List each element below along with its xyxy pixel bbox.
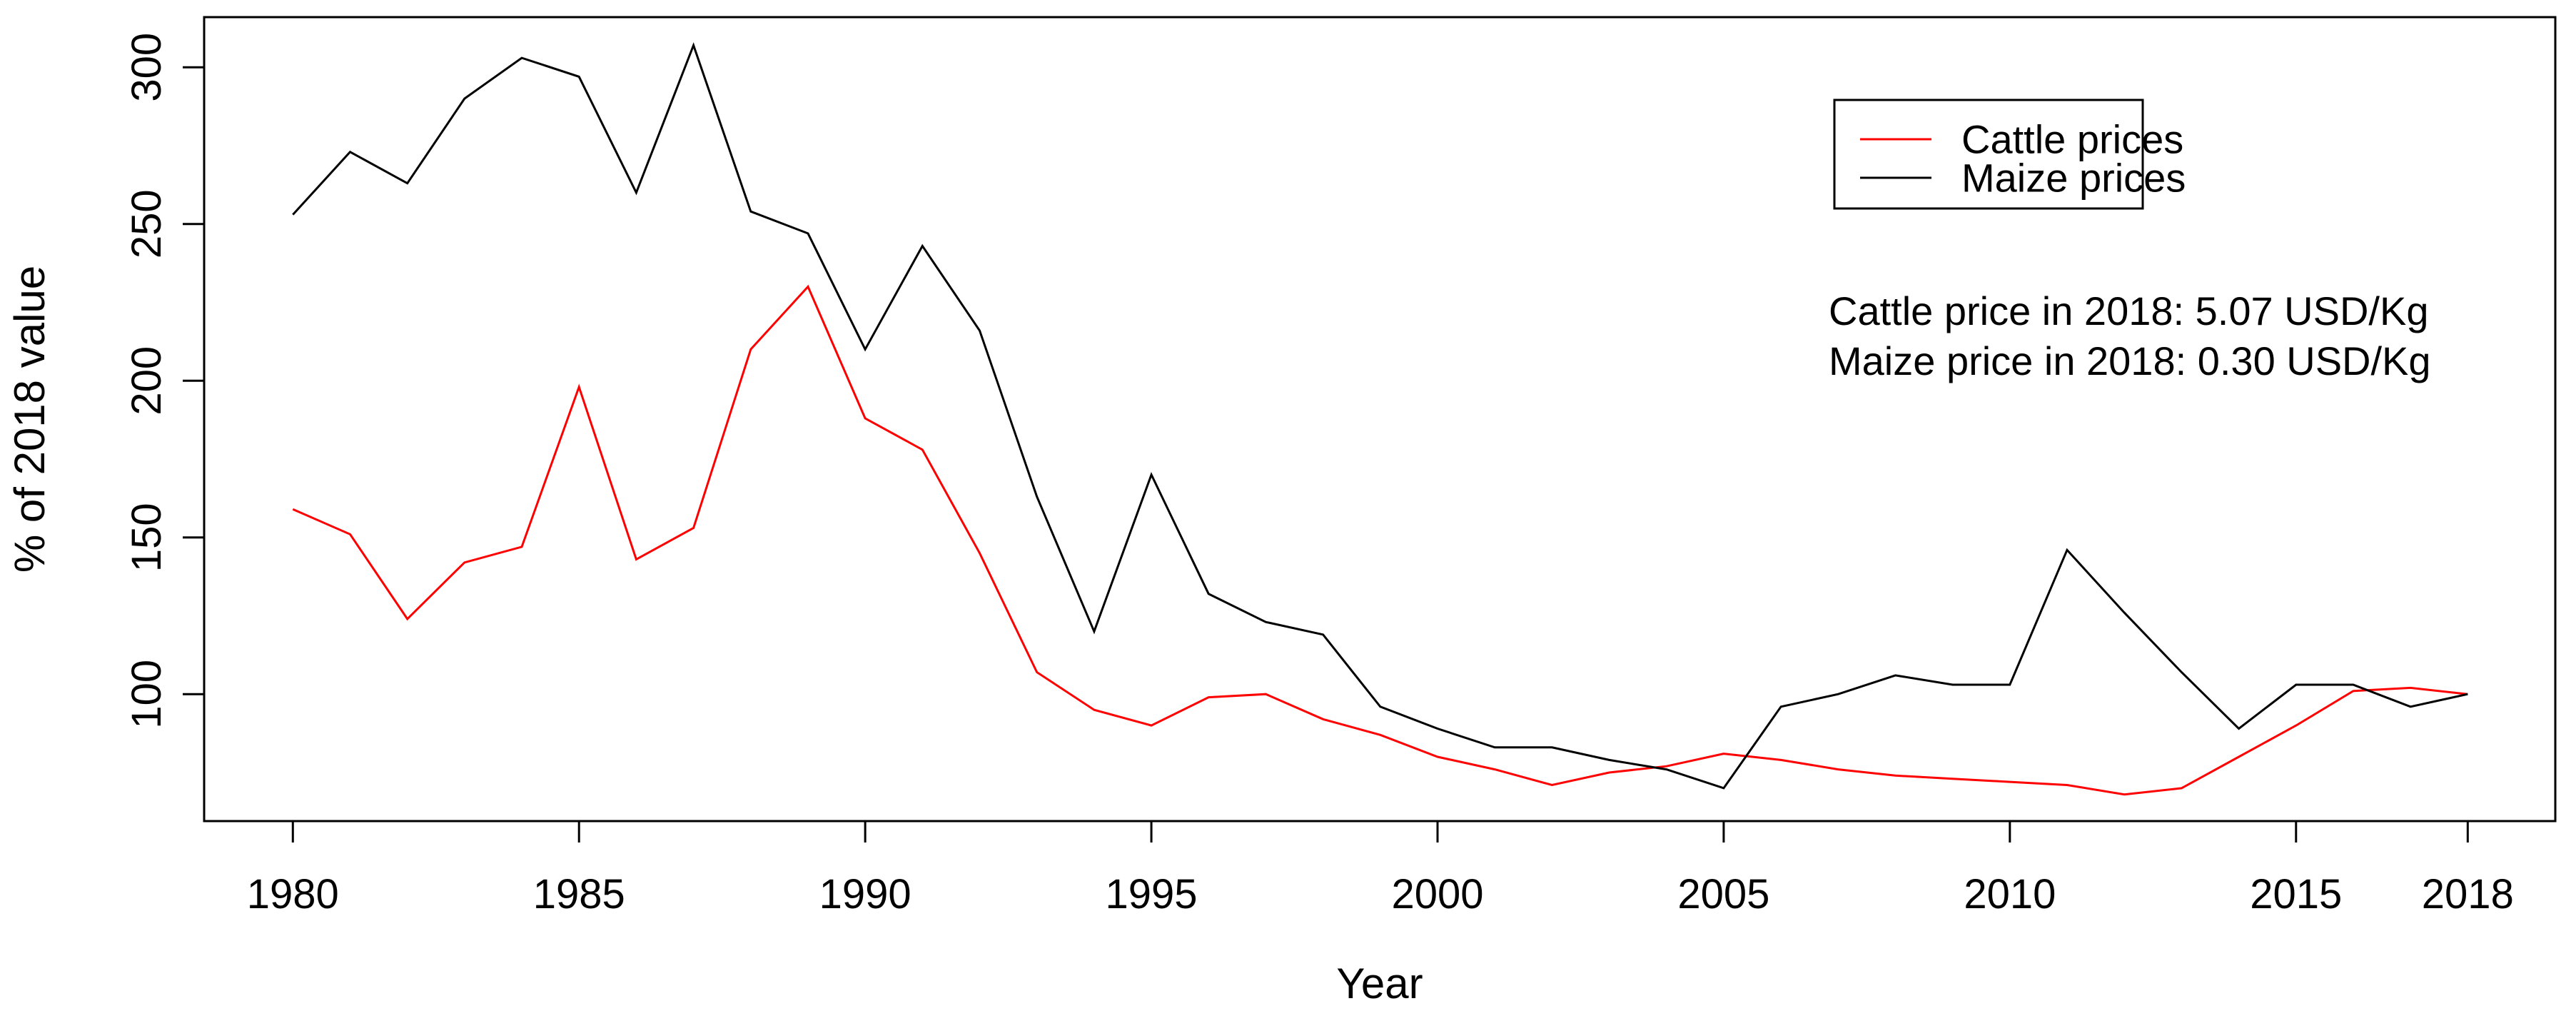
x-tick-label: 1990 [819, 871, 911, 917]
x-tick-label: 2000 [1391, 871, 1483, 917]
y-tick-label: 200 [123, 346, 170, 416]
y-tick-label: 250 [123, 189, 170, 258]
x-tick-label: 1980 [247, 871, 339, 917]
y-axis-tick-labels: 100 150 200 250 300 [123, 33, 170, 729]
y-tick-label: 100 [123, 660, 170, 729]
series-lines [292, 42, 2468, 796]
legend-label-cattle: Cattle prices [1961, 117, 2183, 162]
legend-box [1833, 99, 2144, 210]
price-annotations: Cattle price in 2018: 5.07 USD/Kg Maize … [1829, 288, 2431, 383]
y-tick-label: 300 [123, 33, 170, 102]
x-tick-label: 2015 [2250, 871, 2342, 917]
x-axis-title: Year [1336, 960, 1423, 1007]
plot-box [203, 16, 2557, 823]
y-axis-ticks [183, 66, 204, 695]
x-axis-tick-labels: 1980 1985 1990 1995 2000 2005 2010 2015 2018 [247, 871, 2514, 917]
x-tick-label: 2018 [2422, 871, 2514, 917]
maize-price-annotation: Maize price in 2018: 0.30 USD/Kg [1829, 338, 2431, 383]
x-axis-ticks [291, 821, 2469, 843]
cattle-prices-line [292, 284, 2468, 796]
maize-prices-line [292, 42, 2468, 790]
x-tick-label: 2005 [1677, 871, 1769, 917]
legend-label-maize: Maize prices [1961, 156, 2186, 201]
cattle-price-annotation: Cattle price in 2018: 5.07 USD/Kg [1829, 288, 2428, 333]
y-axis-title: % of 2018 value [6, 266, 54, 573]
x-tick-label: 2010 [1964, 871, 2056, 917]
y-tick-label: 150 [123, 503, 170, 572]
legend: Cattle prices Maize prices [1833, 99, 2186, 210]
x-tick-label: 1995 [1106, 871, 1198, 917]
x-tick-label: 1985 [533, 871, 625, 917]
